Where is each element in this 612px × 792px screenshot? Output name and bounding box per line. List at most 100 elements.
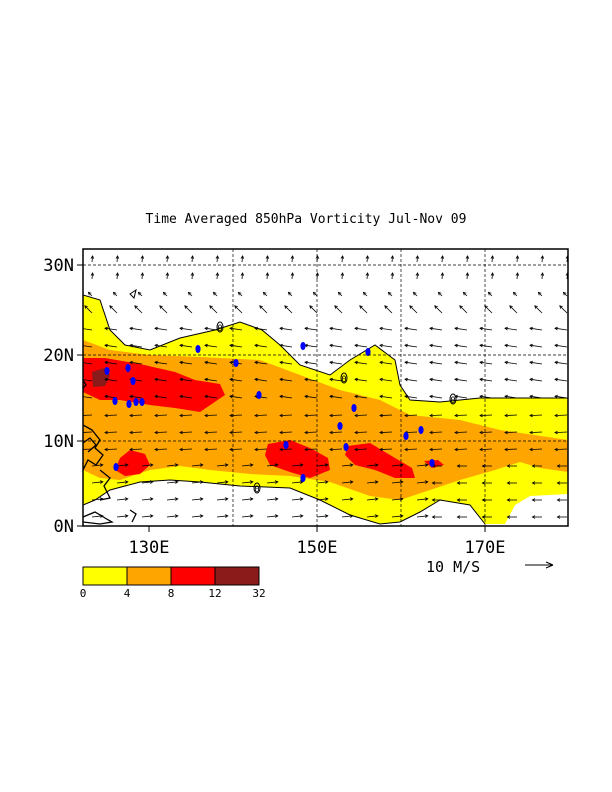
wind-vector-head xyxy=(504,430,508,435)
wind-vector xyxy=(91,255,93,263)
wind-vector xyxy=(116,498,128,501)
wind-vector-head xyxy=(554,360,558,365)
wind-vector xyxy=(91,515,103,518)
wind-vector xyxy=(441,255,443,263)
wind-vector-head xyxy=(329,413,333,418)
wind-vector-head xyxy=(129,360,133,365)
wind-vector xyxy=(134,305,143,314)
wind-vector-head xyxy=(415,272,420,276)
wind-vector-head xyxy=(390,272,395,276)
wind-vector-head xyxy=(456,481,461,485)
wind-vector xyxy=(529,414,543,416)
wind-vector xyxy=(166,515,178,518)
wind-vector xyxy=(488,292,493,297)
wind-vector xyxy=(454,414,468,416)
wind-vector-head xyxy=(462,291,467,296)
wind-vector-head xyxy=(304,394,308,399)
wind-vector-head xyxy=(179,447,183,452)
wind-vector xyxy=(191,272,193,280)
wind-vector-head xyxy=(534,305,538,309)
wind-vector-head xyxy=(229,394,233,399)
wind-vector xyxy=(354,361,368,365)
colorbar-label: 8 xyxy=(168,587,175,600)
wind-vector-head xyxy=(290,272,295,276)
wind-vector-head xyxy=(129,394,133,399)
wind-vector-head xyxy=(109,305,113,309)
wind-vector xyxy=(91,481,103,484)
wind-vector-head xyxy=(287,291,292,296)
wind-vector-head xyxy=(481,498,486,502)
wind-vector-head xyxy=(456,515,461,519)
wind-vector-head xyxy=(87,291,92,296)
wind-vector-head xyxy=(459,305,463,309)
wind-vector xyxy=(329,448,343,450)
wind-vector-head xyxy=(529,343,533,348)
wind-vector xyxy=(484,305,493,314)
wind-vector-head xyxy=(509,305,513,309)
wind-vector-head xyxy=(99,514,104,518)
wind-vector-head xyxy=(229,413,233,418)
wind-vector-head xyxy=(490,272,495,276)
wind-vector xyxy=(504,395,518,399)
wind-vector-head xyxy=(554,447,558,452)
plot-frame xyxy=(82,248,569,527)
wind-vector xyxy=(404,414,418,416)
vorticity-band-8-12 xyxy=(83,358,225,412)
wind-vector-head xyxy=(249,514,254,518)
wind-vector-head xyxy=(390,255,395,259)
wind-vector-head xyxy=(190,272,195,276)
vector-reference-arrow xyxy=(525,561,554,569)
wind-vector xyxy=(479,395,493,399)
wind-vector xyxy=(291,481,303,484)
wind-vector-head xyxy=(454,394,458,399)
wind-vector-head xyxy=(465,255,470,259)
wind-vector xyxy=(379,327,393,331)
wind-vector-head xyxy=(104,394,108,399)
wind-vector-head xyxy=(279,377,283,382)
wind-vector-head xyxy=(324,514,329,518)
wind-vector-head xyxy=(354,394,358,399)
wind-vector xyxy=(83,345,93,348)
wind-vector xyxy=(154,344,168,348)
wind-vector xyxy=(254,327,268,331)
wind-vector-head xyxy=(104,343,108,348)
wind-vector-head xyxy=(531,481,536,485)
wind-vector xyxy=(104,414,118,416)
wind-vector-head xyxy=(154,430,158,435)
wind-vector xyxy=(191,464,203,467)
wind-vector-head xyxy=(349,497,354,501)
wind-vector xyxy=(329,378,343,382)
wind-vector-head xyxy=(454,377,458,382)
wind-vector-head xyxy=(115,272,120,276)
wind-vector-head xyxy=(154,360,158,365)
wind-vector-head xyxy=(384,305,388,309)
wind-vector xyxy=(391,272,393,280)
wind-vector-head xyxy=(329,343,333,348)
colorbar-label: 0 xyxy=(80,587,87,600)
typhoon-symbol xyxy=(195,345,201,353)
wind-vector xyxy=(429,378,443,382)
wind-vector xyxy=(266,255,268,263)
wind-vector-head xyxy=(212,291,217,296)
wind-vector-head xyxy=(329,394,333,399)
wind-vector xyxy=(404,395,418,399)
wind-vector xyxy=(254,344,268,348)
wind-vector-head xyxy=(329,326,333,331)
wind-vector xyxy=(104,361,118,365)
wind-vector xyxy=(504,414,518,416)
y-tick-label: 30N xyxy=(43,256,74,276)
wind-vector xyxy=(266,272,268,280)
wind-vector-head xyxy=(404,343,408,348)
wind-vector xyxy=(266,515,278,518)
wind-vector-head xyxy=(429,447,433,452)
wind-vector xyxy=(466,255,468,263)
wind-vector-head xyxy=(162,291,167,296)
wind-vector-head xyxy=(349,480,354,484)
wind-vector xyxy=(216,255,218,263)
wind-vector-head xyxy=(504,447,508,452)
wind-vector-head xyxy=(429,430,433,435)
wind-vector xyxy=(554,344,568,348)
wind-vector-head xyxy=(504,413,508,418)
wind-vector xyxy=(88,292,93,297)
